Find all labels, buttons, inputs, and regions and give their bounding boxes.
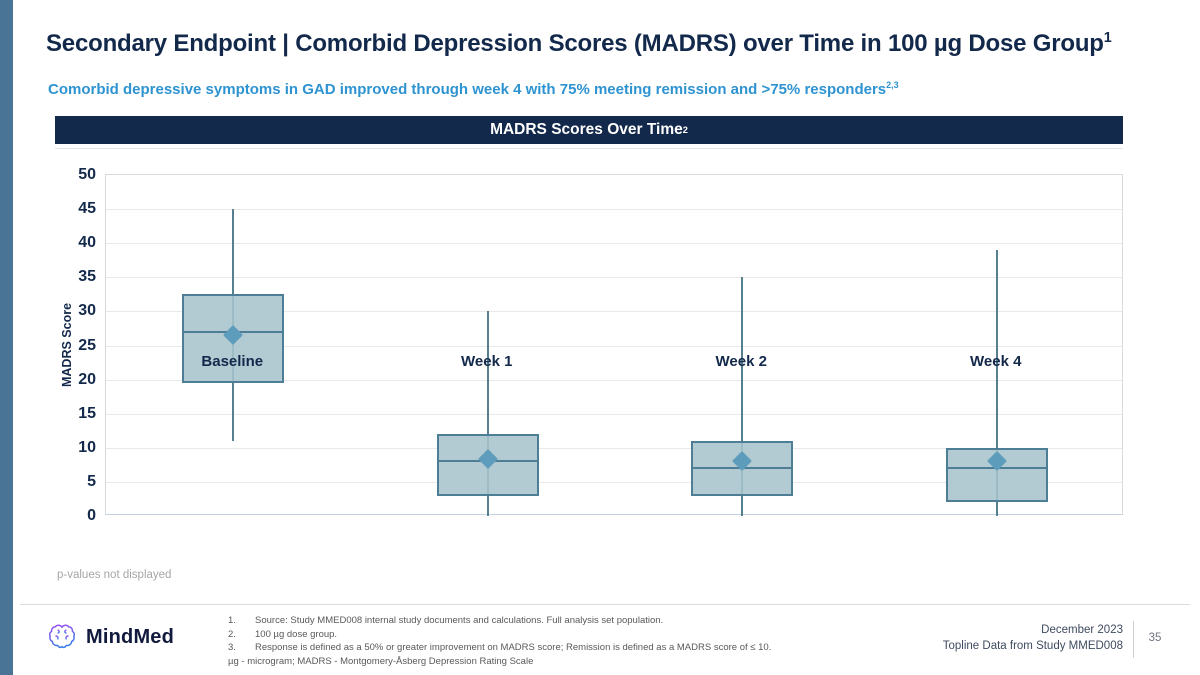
plot-gridline [106,243,1122,245]
left-accent-bar [0,0,13,675]
footnote-2-text: 100 µg dose group. [255,628,338,640]
page-number: 35 [1148,632,1162,644]
boxplot-area: 0 5 10 15 20 25 30 35 40 45 50 [78,166,1123,524]
y-tick-label: 5 [87,472,96,490]
abbreviations-line: µg - microgram; MADRS - Montgomery-Åsber… [228,655,534,667]
box-whisker [741,277,744,516]
footnote-3-text: Response is defined as a 50% or greater … [255,642,772,653]
y-tick-label: 45 [78,200,96,218]
chart-title-banner: MADRS Scores Over Time 2 [55,116,1123,144]
y-tick-label: 30 [78,302,96,320]
box-whisker [486,311,489,516]
footnote-1: 1. Source: Study MMED008 internal study … [228,614,948,628]
y-tick-label: 35 [78,268,96,286]
footer-divider [20,604,1190,605]
footnote-3-number: 3. [228,642,236,653]
x-category-label: Week 2 [715,353,767,370]
y-tick-label: 50 [78,166,96,183]
y-tick-label: 20 [78,370,96,388]
page-number-divider [1133,621,1134,658]
plot-gridline [106,481,1122,483]
plot-gridline [106,311,1122,313]
x-category-label: Baseline [201,353,264,370]
x-category-label: Week 1 [461,353,513,370]
footnote-1-number: 1. [228,615,236,626]
mindmed-logo: MindMed [46,621,174,653]
footer-source: Topline Data from Study MMED008 [942,639,1123,652]
chart-title-superscript: 2 [682,125,688,135]
footnote-2-number: 2. [228,628,236,640]
y-tick-label: 0 [87,507,96,524]
plot-gridline [106,447,1122,449]
box-whisker [995,250,998,516]
brain-icon [48,624,76,649]
subtitle-text: Comorbid depressive symptoms in GAD impr… [48,81,887,98]
y-tick-label: 25 [78,336,96,354]
y-tick-label: 15 [78,404,96,422]
footer-date-source: December 2023 Topline Data from Study MM… [943,623,1123,654]
footer-date: December 2023 [1041,624,1123,636]
footnote-3: 3. Response is defined as a 50% or great… [228,641,948,655]
plot-gridline [106,277,1122,279]
pvalue-note: p-values not displayed [57,569,172,581]
plot-gridline [106,209,1122,211]
footnote-2: 2. 100 µg dose group. [228,628,948,642]
chart-title-text: MADRS Scores Over Time [490,121,683,138]
page-title-superscript: 1 [1103,30,1112,46]
page-title: Secondary Endpoint | Comorbid Depression… [46,30,1196,58]
subtitle-superscript: 2,3 [886,80,899,90]
y-tick-label: 10 [78,438,96,456]
subtitle: Comorbid depressive symptoms in GAD impr… [48,80,1188,98]
mindmed-logo-text: MindMed [86,625,175,648]
plot-gridline [106,379,1122,381]
y-tick-label: 40 [78,234,96,252]
footnotes: 1. Source: Study MMED008 internal study … [228,614,948,668]
plot-gridline [106,345,1122,347]
page-title-text: Secondary Endpoint | Comorbid Depression… [46,30,1104,57]
footnote-1-text: Source: Study MMED008 internal study doc… [255,615,664,626]
x-category-label: Week 4 [970,353,1022,370]
plot-gridline [106,413,1122,415]
chart-frame-line [55,148,1123,149]
